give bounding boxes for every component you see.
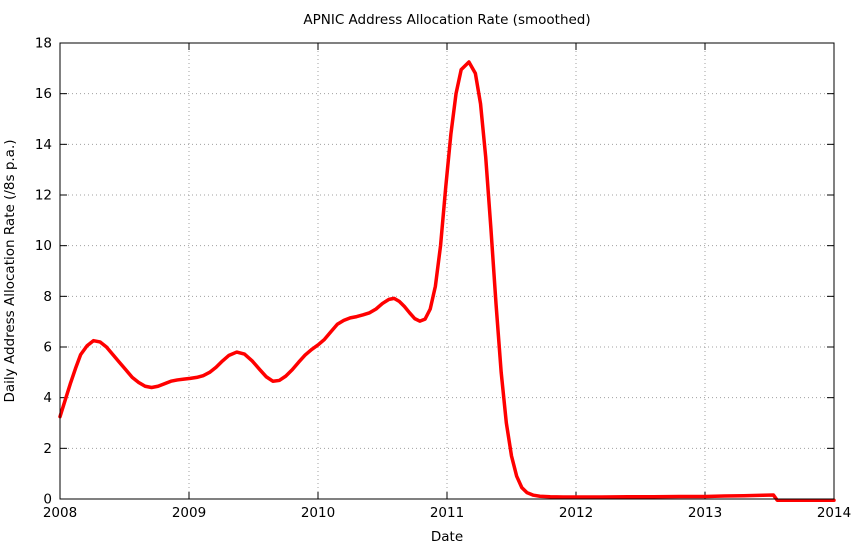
data-line (58, 60, 836, 503)
axis-tick-labels: 2008 2009 2010 2011 2012 2013 2014 0 2 4 6 8 10 12 14 1… (35, 36, 851, 522)
x-tick-label: 2010 (301, 505, 335, 521)
y-tick-label: 0 (43, 492, 52, 508)
x-axis-label: Date (431, 529, 463, 545)
y-tick-label: 6 (43, 340, 52, 356)
y-tick-label: 8 (43, 289, 52, 305)
x-tick-label: 2014 (817, 505, 851, 521)
plot-border (59, 42, 835, 500)
x-tick-label: 2012 (559, 505, 593, 521)
y-tick-label: 18 (35, 36, 52, 52)
y-tick-label: 16 (35, 86, 52, 102)
x-tick-label: 2009 (172, 505, 206, 521)
y-axis-label: Daily Address Allocation Rate (/8s p.a.) (2, 139, 18, 402)
x-tick-label: 2013 (688, 505, 722, 521)
y-tick-label: 12 (35, 188, 52, 204)
y-tick-label: 2 (43, 441, 52, 457)
chart-title: APNIC Address Allocation Rate (smoothed) (303, 12, 590, 28)
y-tick-label: 10 (35, 238, 52, 254)
data-series (58, 60, 836, 503)
x-tick-label: 2008 (43, 505, 77, 521)
x-tick-label: 2011 (430, 505, 464, 521)
y-tick-label: 4 (43, 390, 52, 406)
gridlines (60, 43, 834, 499)
y-tick-label: 14 (35, 137, 52, 153)
